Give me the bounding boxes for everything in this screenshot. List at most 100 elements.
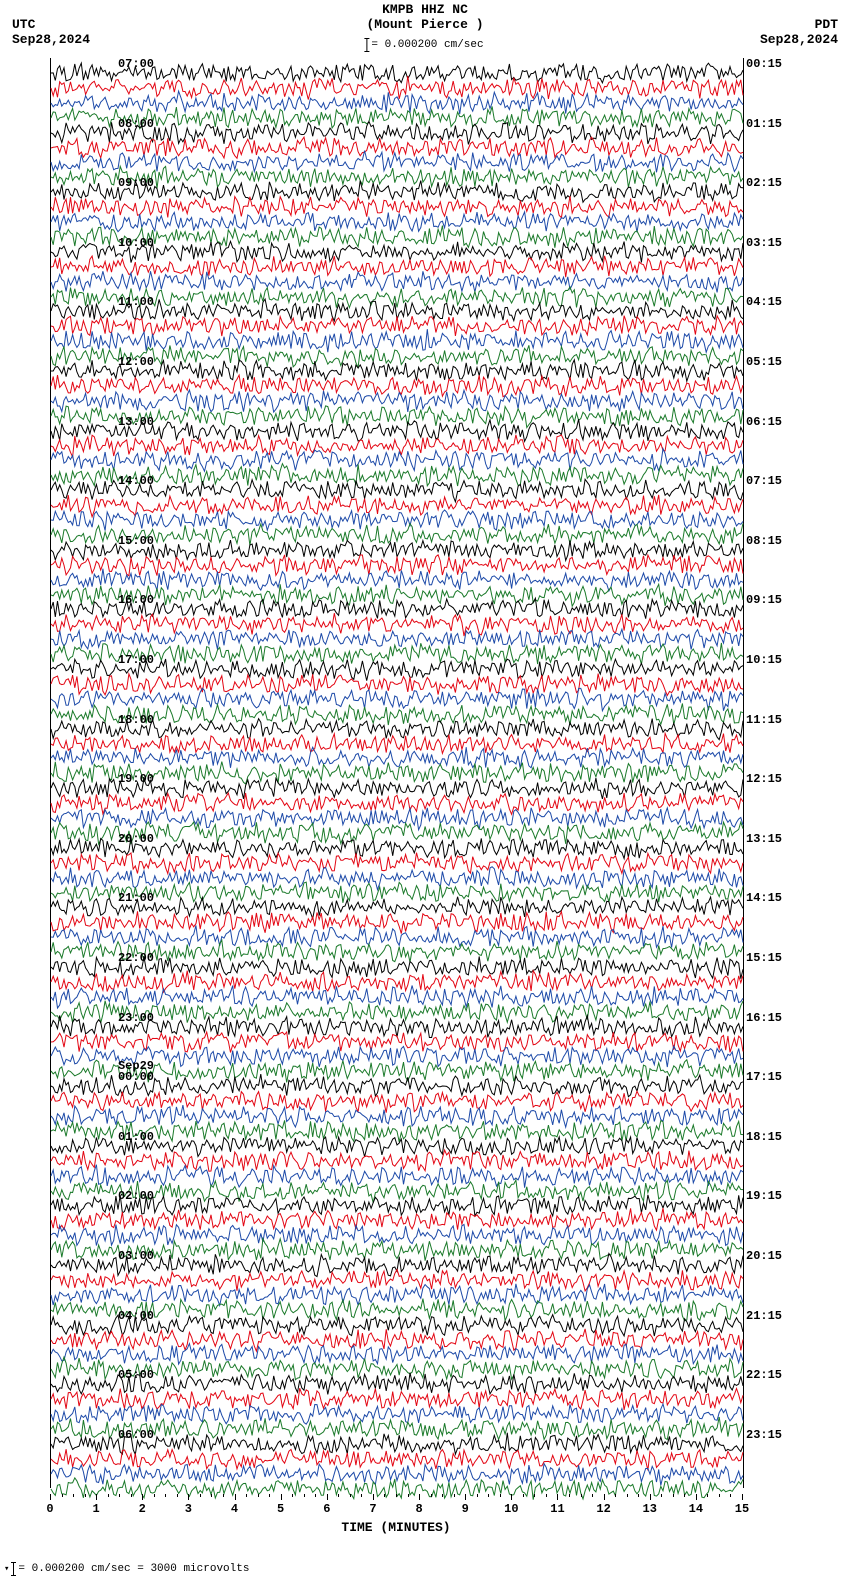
x-minor-tick [615, 1494, 616, 1497]
x-minor-tick [292, 1494, 293, 1497]
utc-hour-label: 14:00 [118, 474, 154, 488]
x-minor-tick [730, 1494, 731, 1497]
x-minor-tick [177, 1494, 178, 1497]
scale-text: = 0.000200 cm/sec [371, 39, 483, 51]
x-tick [604, 1494, 605, 1500]
pdt-hour-label: 23:15 [746, 1428, 782, 1442]
utc-hour-label: 15:00 [118, 534, 154, 548]
x-tick-label: 1 [93, 1502, 100, 1516]
scale-bar-icon [366, 38, 367, 52]
utc-label: UTC [12, 17, 35, 32]
pdt-hour-label: 00:15 [746, 57, 782, 71]
pdt-hour-label: 15:15 [746, 951, 782, 965]
utc-hour-label: 09:00 [118, 176, 154, 190]
station-title: KMPB HHZ NC [382, 2, 468, 17]
x-minor-tick [627, 1494, 628, 1497]
pdt-hour-label: 16:15 [746, 1011, 782, 1025]
pdt-hour-label: 19:15 [746, 1189, 782, 1203]
pdt-hour-label: 13:15 [746, 832, 782, 846]
utc-hour-label: 19:00 [118, 772, 154, 786]
x-tick [557, 1494, 558, 1500]
utc-hour-label: 13:00 [118, 415, 154, 429]
utc-hour-label: 20:00 [118, 832, 154, 846]
utc-hour-label: 08:00 [118, 117, 154, 131]
x-tick-label: 5 [277, 1502, 284, 1516]
pdt-hour-label: 20:15 [746, 1249, 782, 1263]
x-tick [188, 1494, 189, 1500]
utc-hour-label: 07:00 [118, 57, 154, 71]
pdt-hour-label: 04:15 [746, 295, 782, 309]
pdt-hour-label: 21:15 [746, 1309, 782, 1323]
x-minor-tick [304, 1494, 305, 1497]
x-tick [465, 1494, 466, 1500]
x-tick-label: 4 [231, 1502, 238, 1516]
header: KMPB HHZ NC (Mount Pierce ) UTC Sep28,20… [0, 0, 850, 55]
x-minor-tick [396, 1494, 397, 1497]
x-tick-label: 13 [643, 1502, 657, 1516]
x-minor-tick [361, 1494, 362, 1497]
x-tick [511, 1494, 512, 1500]
utc-hour-label: 00:00 [118, 1070, 154, 1084]
x-tick-label: 2 [139, 1502, 146, 1516]
x-tick-label: 0 [46, 1502, 53, 1516]
x-minor-tick [684, 1494, 685, 1497]
x-tick [281, 1494, 282, 1500]
x-minor-tick [488, 1494, 489, 1497]
pdt-hour-label: 22:15 [746, 1368, 782, 1382]
utc-hour-label: 18:00 [118, 713, 154, 727]
x-minor-tick [534, 1494, 535, 1497]
x-tick [50, 1494, 51, 1500]
x-tick [373, 1494, 374, 1500]
x-tick [742, 1494, 743, 1500]
utc-hour-label: 05:00 [118, 1368, 154, 1382]
x-minor-tick [442, 1494, 443, 1497]
x-tick [142, 1494, 143, 1500]
footer-text: = 0.000200 cm/sec = 3000 microvolts [18, 1563, 249, 1575]
utc-hour-label: 03:00 [118, 1249, 154, 1263]
x-minor-tick [258, 1494, 259, 1497]
footer-marker-icon: ▾ [4, 1564, 9, 1574]
x-minor-tick [246, 1494, 247, 1497]
x-minor-tick [719, 1494, 720, 1497]
x-minor-tick [269, 1494, 270, 1497]
x-tick-label: 3 [185, 1502, 192, 1516]
x-tick [650, 1494, 651, 1500]
pdt-hour-label: 18:15 [746, 1130, 782, 1144]
x-minor-tick [661, 1494, 662, 1497]
pdt-hour-label: 17:15 [746, 1070, 782, 1084]
x-minor-tick [73, 1494, 74, 1497]
x-minor-tick [638, 1494, 639, 1497]
pdt-hour-label: 03:15 [746, 236, 782, 250]
pdt-hour-label: 09:15 [746, 593, 782, 607]
x-minor-tick [581, 1494, 582, 1497]
x-minor-tick [223, 1494, 224, 1497]
pdt-hour-label: 05:15 [746, 355, 782, 369]
x-minor-tick [592, 1494, 593, 1497]
helicorder-container: KMPB HHZ NC (Mount Pierce ) UTC Sep28,20… [0, 0, 850, 1584]
x-tick-label: 14 [689, 1502, 703, 1516]
utc-hour-label: 06:00 [118, 1428, 154, 1442]
utc-hour-label: 10:00 [118, 236, 154, 250]
x-tick [696, 1494, 697, 1500]
pdt-hour-label: 06:15 [746, 415, 782, 429]
x-tick [327, 1494, 328, 1500]
x-minor-tick [384, 1494, 385, 1497]
x-minor-tick [569, 1494, 570, 1497]
scale-bar-icon [13, 1562, 14, 1576]
utc-hour-label: 17:00 [118, 653, 154, 667]
utc-hour-label: 01:00 [118, 1130, 154, 1144]
utc-hour-label: 16:00 [118, 593, 154, 607]
x-tick [96, 1494, 97, 1500]
x-minor-tick [338, 1494, 339, 1497]
location-title: (Mount Pierce ) [366, 17, 483, 32]
pdt-hour-label: 02:15 [746, 176, 782, 190]
x-minor-tick [200, 1494, 201, 1497]
utc-hour-label: 02:00 [118, 1189, 154, 1203]
x-minor-tick [523, 1494, 524, 1497]
pdt-hour-label: 07:15 [746, 474, 782, 488]
plot-area [50, 58, 744, 1488]
utc-hour-label: 22:00 [118, 951, 154, 965]
x-minor-tick [315, 1494, 316, 1497]
pdt-hour-label: 14:15 [746, 891, 782, 905]
x-minor-tick [454, 1494, 455, 1497]
